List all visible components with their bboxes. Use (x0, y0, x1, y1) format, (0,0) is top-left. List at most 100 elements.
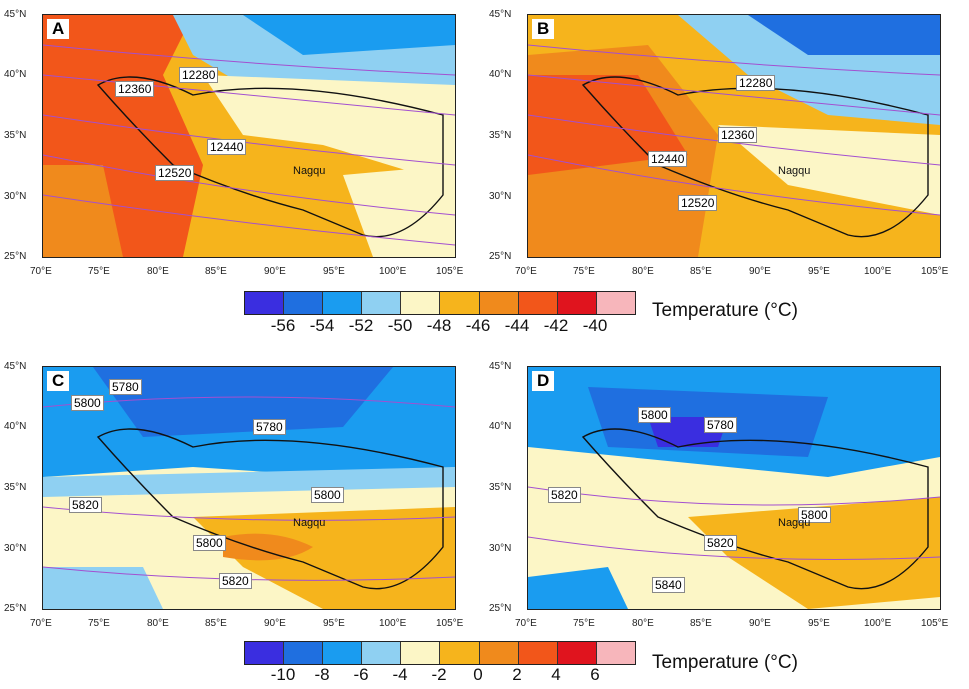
contour-label: 5820 (69, 497, 102, 513)
x-tick: 95°E (323, 266, 345, 277)
station-label: Nagqu (778, 517, 811, 529)
contour-label: 5800 (71, 395, 104, 411)
contour-label: 12440 (648, 151, 688, 167)
map-c (43, 367, 455, 609)
colorbar-top (244, 291, 636, 315)
y-tick: 30°N (4, 543, 27, 554)
panel-label: C (47, 371, 70, 391)
y-tick: 40°N (4, 69, 27, 80)
x-axis-b: 70°E 75°E 80°E 85°E 90°E 95°E 100°E 105°… (515, 266, 948, 280)
x-tick: 85°E (690, 618, 712, 629)
colorbar-swatch (284, 642, 324, 664)
x-tick: 80°E (632, 618, 654, 629)
panel-label: A (47, 19, 70, 39)
contour-label: 5800 (193, 535, 226, 551)
x-axis-c: 70°E 75°E 80°E 85°E 90°E 95°E 100°E 105°… (30, 618, 464, 632)
y-tick: 40°N (489, 421, 512, 432)
x-tick: 100°E (379, 266, 407, 277)
x-tick: 70°E (515, 618, 537, 629)
colorbar-tick: -44 (504, 316, 530, 335)
colorbar-swatch (362, 292, 402, 314)
panel-a: A 12280 12360 12440 12520 Nagqu (42, 14, 456, 258)
x-tick: 90°E (749, 266, 771, 277)
y-tick: 45°N (4, 9, 27, 20)
map-a (43, 15, 455, 257)
colorbar-tick: -46 (465, 316, 491, 335)
y-tick: 30°N (489, 543, 512, 554)
y-tick: 45°N (4, 361, 27, 372)
colorbar-tick: -54 (309, 316, 335, 335)
x-axis-d: 70°E 75°E 80°E 85°E 90°E 95°E 100°E 105°… (515, 618, 949, 632)
colorbar-swatch (284, 292, 324, 314)
y-tick: 35°N (489, 482, 512, 493)
colorbar-swatch (479, 292, 519, 314)
y-tick: 30°N (489, 191, 512, 202)
colorbar-tick: -40 (582, 316, 608, 335)
panel-c: C 5780 5800 5780 5800 5820 5800 5820 Nagqu (42, 366, 456, 610)
colorbar-tick: -4 (392, 665, 408, 684)
x-tick: 90°E (264, 266, 286, 277)
panel-b: B 12280 12360 12440 12520 Nagqu (527, 14, 941, 258)
panel-label: D (532, 371, 555, 391)
colorbar-swatch (401, 292, 441, 314)
y-tick: 25°N (4, 603, 27, 614)
x-tick: 85°E (205, 266, 227, 277)
colorbar-swatch (557, 642, 597, 664)
contour-label: 5800 (638, 407, 671, 423)
contour-label: 12360 (115, 81, 155, 97)
x-tick: 75°E (88, 618, 110, 629)
y-tick: 35°N (489, 130, 512, 141)
x-tick: 105°E (921, 618, 949, 629)
x-tick: 75°E (573, 618, 595, 629)
colorbar-title: Temperature (°C) (652, 652, 798, 673)
colorbar-swatch (557, 292, 597, 314)
station-label: Nagqu (778, 165, 811, 177)
contour-label: 5820 (219, 573, 252, 589)
colorbar-tick: -6 (353, 665, 369, 684)
contour-label: 5820 (704, 535, 737, 551)
x-axis-a: 70°E 75°E 80°E 85°E 90°E 95°E 100°E 105°… (30, 266, 464, 280)
x-tick: 75°E (573, 266, 595, 277)
y-tick: 25°N (489, 603, 512, 614)
y-tick: 30°N (4, 191, 27, 202)
contour-label: 5840 (652, 577, 685, 593)
colorbar-tick: 4 (551, 665, 561, 684)
x-tick: 70°E (30, 618, 52, 629)
colorbar-tick: -2 (431, 665, 447, 684)
x-tick: 90°E (749, 618, 771, 629)
x-tick: 85°E (205, 618, 227, 629)
x-tick: 95°E (323, 618, 345, 629)
x-tick: 75°E (88, 266, 110, 277)
colorbar-tick: -48 (426, 316, 452, 335)
colorbar-tick: -52 (348, 316, 374, 335)
colorbar-swatch (323, 642, 363, 664)
contour-label: 5820 (548, 487, 581, 503)
x-tick: 100°E (864, 618, 892, 629)
x-tick: 80°E (147, 266, 169, 277)
contour-label: 12440 (207, 139, 247, 155)
x-tick: 105°E (436, 266, 464, 277)
y-tick: 25°N (4, 251, 27, 262)
colorbar-tick: -8 (314, 665, 330, 684)
panel-d: D 5800 5780 5820 5800 5820 5840 Nagqu (527, 366, 941, 610)
x-tick: 70°E (30, 266, 52, 277)
contour-label: 5780 (704, 417, 737, 433)
panel-label: B (532, 19, 555, 39)
x-tick: 95°E (808, 618, 830, 629)
contour-label: 12280 (179, 67, 219, 83)
colorbar-tick: -42 (543, 316, 569, 335)
x-tick: 70°E (515, 266, 537, 277)
colorbar-swatch (245, 642, 285, 664)
colorbar-swatch (596, 642, 635, 664)
x-tick: 105°E (436, 618, 464, 629)
contour-label: 12360 (718, 127, 758, 143)
station-label: Nagqu (293, 517, 326, 529)
y-tick: 45°N (489, 361, 512, 372)
colorbar-tick: 6 (590, 665, 600, 684)
contour-label: 5800 (798, 507, 831, 523)
x-tick: 80°E (632, 266, 654, 277)
contour-label: 5780 (253, 419, 286, 435)
x-tick: 85°E (690, 266, 712, 277)
colorbar-swatch (518, 642, 558, 664)
x-tick: 90°E (264, 618, 286, 629)
